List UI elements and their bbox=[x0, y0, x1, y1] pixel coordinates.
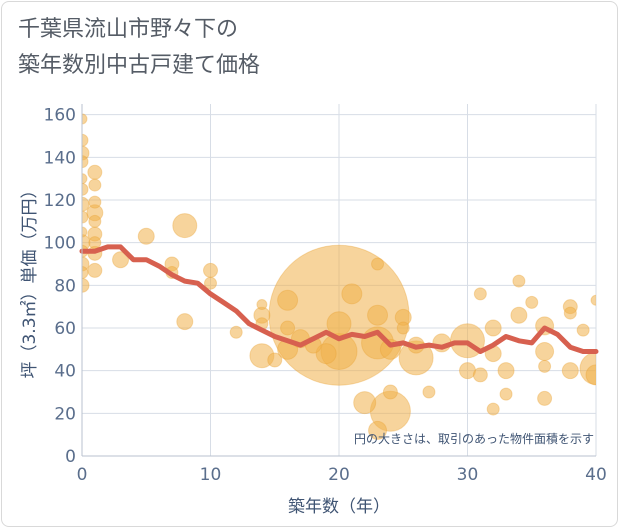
x-tick-label: 40 bbox=[585, 465, 607, 485]
y-tick-label: 0 bbox=[65, 447, 76, 467]
bubble-point bbox=[256, 299, 268, 311]
bubble-point bbox=[473, 287, 487, 301]
x-tick-label: 20 bbox=[328, 465, 350, 485]
bubble-point bbox=[563, 306, 577, 320]
bubble-point bbox=[88, 178, 102, 192]
chart-title-line-2: 築年数別中古戸建て価格 bbox=[18, 53, 261, 78]
x-tick-label: 30 bbox=[457, 465, 479, 485]
bubble-point bbox=[82, 113, 88, 125]
bubble-point bbox=[88, 195, 102, 209]
bubble-point bbox=[88, 236, 102, 250]
bubble-point bbox=[525, 295, 539, 309]
bubble-point bbox=[484, 319, 502, 337]
bubble-point bbox=[499, 387, 513, 401]
bubble-point bbox=[82, 266, 89, 280]
bubble-point bbox=[267, 352, 283, 368]
bubble-point bbox=[277, 289, 299, 311]
bubble-point bbox=[538, 359, 552, 373]
y-tick-label: 160 bbox=[44, 106, 76, 126]
x-tick-label: 10 bbox=[200, 465, 222, 485]
bubble-point bbox=[82, 133, 89, 147]
y-tick-label: 60 bbox=[54, 319, 76, 339]
bubble-series bbox=[82, 113, 596, 440]
bubble-point bbox=[82, 277, 90, 293]
bubble-point bbox=[82, 210, 89, 224]
x-tick-label: 0 bbox=[77, 465, 88, 485]
chart-title-line-1: 千葉県流山市野々下の bbox=[18, 17, 239, 42]
bubble-point bbox=[512, 274, 526, 288]
bubble-point bbox=[510, 306, 528, 324]
bubble-point bbox=[590, 294, 596, 306]
bubble-point bbox=[371, 257, 385, 271]
bubble-point bbox=[367, 304, 389, 326]
bubble-point bbox=[535, 341, 555, 361]
bubble-point bbox=[82, 196, 90, 212]
y-tick-label: 140 bbox=[44, 148, 76, 168]
bubble-point bbox=[497, 362, 515, 380]
bubble-point bbox=[82, 182, 89, 196]
y-axis-title: 坪（3.3㎡）単価（万円） bbox=[20, 181, 40, 378]
bubble-point bbox=[326, 311, 352, 337]
bubble-point bbox=[82, 173, 88, 185]
tick-labels: 0 20 40 60 80 100 120 140 160 0 10 20 30 40 bbox=[44, 106, 607, 485]
bubble-point bbox=[353, 391, 377, 415]
bubble-point bbox=[576, 323, 590, 337]
bubble-point bbox=[172, 213, 198, 239]
bubble-point bbox=[561, 362, 579, 380]
x-axis-title: 築年数（年） bbox=[288, 497, 390, 517]
bubble-point bbox=[585, 364, 596, 386]
bubble-point bbox=[137, 227, 155, 245]
bubble-point bbox=[396, 321, 410, 335]
bubble-point bbox=[422, 385, 436, 399]
bubble-point bbox=[112, 251, 130, 269]
bubble-point bbox=[87, 164, 103, 180]
bubble-point bbox=[88, 214, 102, 228]
bubble-point bbox=[280, 320, 296, 336]
bubble-point bbox=[82, 226, 88, 238]
average-price-line bbox=[79, 244, 599, 354]
chart-title: 千葉県流山市野々下の 築年数別中古戸建て価格 bbox=[18, 12, 260, 84]
bubble-point bbox=[486, 402, 500, 416]
bubble-size-note: 円の大きさは、取引のあった物件面積を示す bbox=[354, 431, 594, 446]
bubble-point bbox=[472, 367, 488, 383]
y-tick-label: 40 bbox=[54, 362, 76, 382]
bubble-point bbox=[204, 276, 217, 290]
y-tick-label: 20 bbox=[54, 404, 76, 424]
bubble-point bbox=[203, 262, 218, 278]
average-line-series bbox=[79, 244, 599, 354]
bubble-point bbox=[537, 390, 553, 406]
bubble-point bbox=[368, 420, 388, 440]
bubble-point bbox=[315, 343, 337, 365]
bubble-point bbox=[87, 262, 103, 278]
y-tick-label: 120 bbox=[44, 191, 76, 211]
bubble-point bbox=[229, 325, 243, 339]
bubble-point bbox=[176, 313, 194, 331]
bubble-point bbox=[82, 155, 89, 169]
y-tick-label: 100 bbox=[44, 234, 76, 254]
bubble-point bbox=[382, 384, 398, 400]
axes bbox=[81, 104, 596, 457]
y-tick-label: 80 bbox=[54, 276, 76, 296]
bubble-point bbox=[341, 283, 363, 305]
